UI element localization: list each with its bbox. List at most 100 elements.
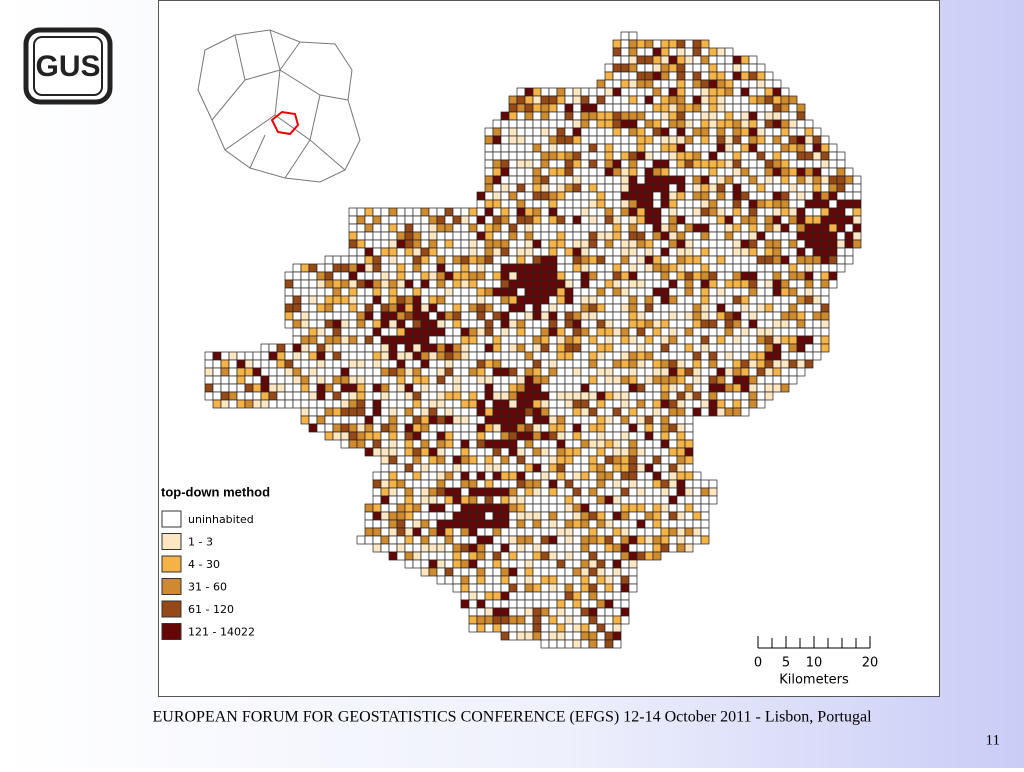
grid-cell [580, 495, 590, 505]
grid-cell [660, 215, 670, 225]
grid-cell [404, 335, 414, 345]
grid-cell [732, 359, 742, 369]
grid-cell [468, 415, 478, 425]
grid-cell [700, 95, 710, 105]
grid-cell [428, 447, 438, 457]
grid-cell [724, 311, 734, 321]
grid-cell [572, 287, 582, 297]
grid-cell [628, 103, 638, 113]
grid-cell [268, 375, 278, 385]
grid-cell [556, 503, 566, 513]
grid-cell [452, 215, 462, 225]
grid-cell [452, 255, 462, 265]
grid-cell [708, 247, 718, 257]
grid-cell [396, 343, 406, 353]
grid-cell [508, 495, 518, 505]
grid-cell [276, 343, 286, 353]
grid-cell [820, 159, 830, 169]
grid-cell [556, 607, 566, 617]
grid-cell [524, 607, 534, 617]
grid-cell [612, 607, 622, 617]
grid-cell [372, 311, 382, 321]
grid-cell [492, 335, 502, 345]
grid-cell [620, 159, 630, 169]
grid-cell [732, 263, 742, 273]
grid-cell [308, 383, 318, 393]
grid-cell [476, 383, 486, 393]
grid-cell [324, 351, 334, 361]
grid-cell [636, 399, 646, 409]
grid-cell [716, 47, 726, 57]
grid-cell [556, 319, 566, 329]
grid-cell [388, 487, 398, 497]
grid-cell [660, 199, 670, 209]
grid-cell [628, 407, 638, 417]
grid-cell [508, 487, 518, 497]
grid-cell [812, 215, 822, 225]
grid-cell [692, 175, 702, 185]
grid-cell [588, 591, 598, 601]
grid-cell [404, 503, 414, 513]
grid-cell [388, 303, 398, 313]
grid-cell [492, 511, 502, 521]
grid-cell [460, 423, 470, 433]
grid-cell [724, 399, 734, 409]
grid-cell [588, 439, 598, 449]
grid-cell [684, 463, 694, 473]
grid-cell [532, 239, 542, 249]
grid-cell [428, 303, 438, 313]
grid-cell [796, 319, 806, 329]
grid-cell [636, 231, 646, 241]
grid-cell [636, 319, 646, 329]
grid-cell [388, 207, 398, 217]
grid-cell [740, 79, 750, 89]
grid-cell [676, 495, 686, 505]
grid-cell [660, 479, 670, 489]
grid-cell [412, 383, 422, 393]
grid-cell [324, 431, 334, 441]
grid-cell [580, 263, 590, 273]
grid-cell [844, 199, 854, 209]
grid-cell [476, 567, 486, 577]
grid-cell [684, 175, 694, 185]
grid-cell [708, 127, 718, 137]
grid-cell [444, 359, 454, 369]
grid-cell [852, 191, 862, 201]
grid-cell [484, 223, 494, 233]
grid-cell [580, 583, 590, 593]
grid-cell [484, 135, 494, 145]
grid-cell [724, 215, 734, 225]
grid-cell [772, 303, 782, 313]
grid-cell [548, 175, 558, 185]
grid-cell [532, 319, 542, 329]
grid-cell [796, 167, 806, 177]
grid-cell [492, 527, 502, 537]
grid-cell [660, 543, 670, 553]
grid-cell [404, 399, 414, 409]
grid-cell [628, 487, 638, 497]
grid-cell [668, 543, 678, 553]
grid-cell [436, 495, 446, 505]
grid-cell [628, 215, 638, 225]
grid-cell [596, 615, 606, 625]
grid-cell [636, 239, 646, 249]
grid-cell [484, 391, 494, 401]
grid-cell [660, 119, 670, 129]
grid-cell [572, 375, 582, 385]
grid-cell [508, 375, 518, 385]
grid-cell [564, 231, 574, 241]
grid-cell [580, 391, 590, 401]
grid-cell [564, 583, 574, 593]
grid-cell [372, 327, 382, 337]
grid-cell [604, 391, 614, 401]
grid-cell [756, 63, 766, 73]
grid-cell [484, 199, 494, 209]
grid-cell [292, 399, 302, 409]
grid-cell [524, 559, 534, 569]
grid-cell [748, 111, 758, 121]
grid-cell [684, 279, 694, 289]
grid-cell [396, 215, 406, 225]
grid-cell [516, 631, 526, 641]
grid-cell [764, 343, 774, 353]
grid-cell [676, 479, 686, 489]
